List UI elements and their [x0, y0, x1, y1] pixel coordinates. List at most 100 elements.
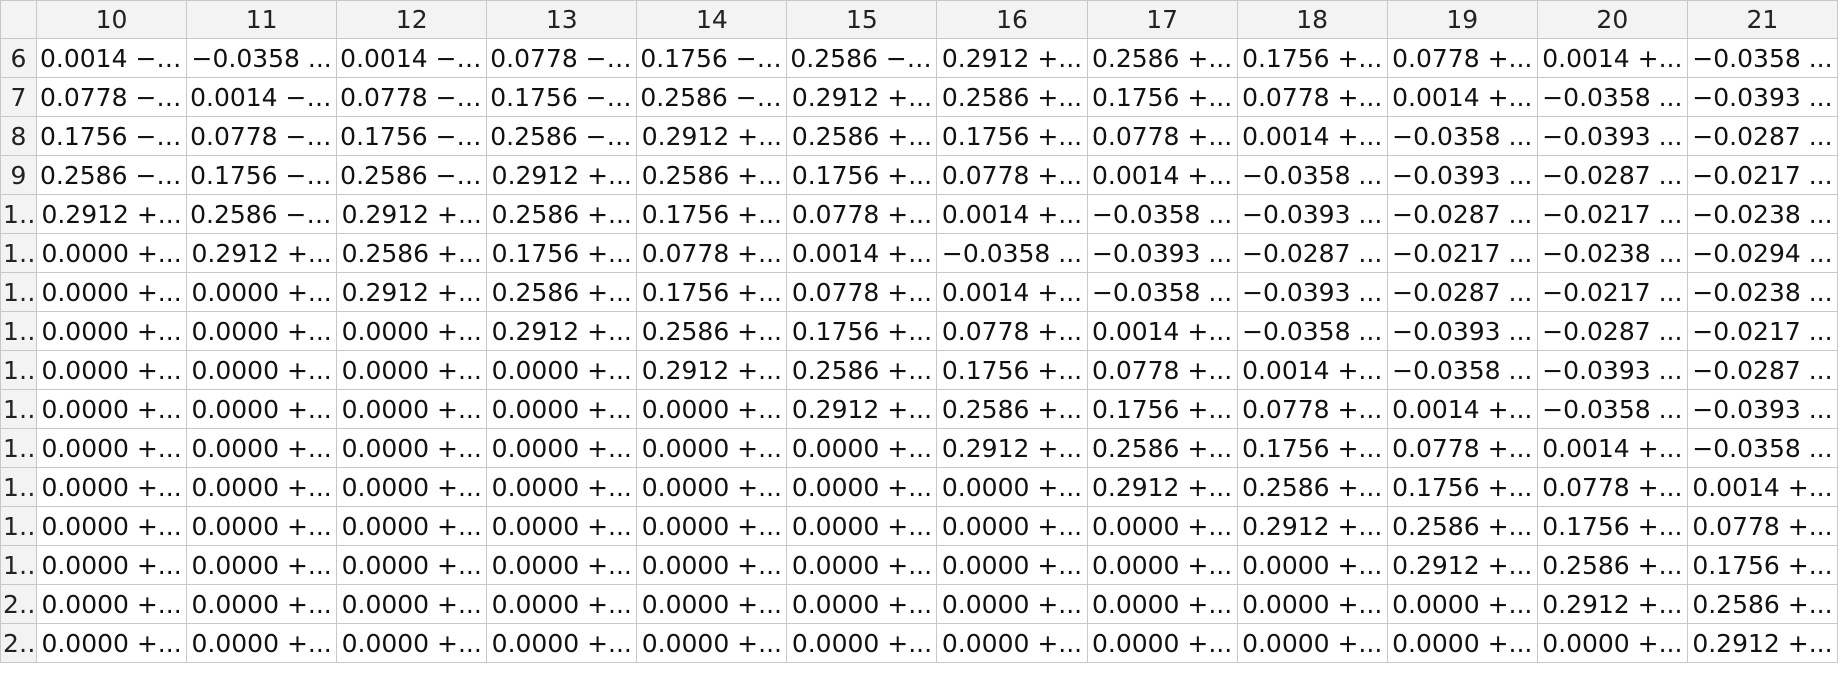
table-cell[interactable]: 0.1756 +... — [786, 311, 938, 351]
table-cell[interactable]: 0.0000 +... — [186, 467, 338, 507]
table-cell[interactable]: 0.0014 +... — [936, 272, 1088, 312]
table-cell[interactable]: 0.0000 +... — [786, 545, 938, 585]
table-cell[interactable]: 0.1756 +... — [636, 194, 788, 234]
table-cell[interactable]: 0.0000 +... — [186, 350, 338, 390]
table-cell[interactable]: 0.0000 +... — [936, 506, 1088, 546]
table-cell[interactable]: 0.0778 +... — [1236, 77, 1388, 117]
table-cell[interactable]: −0.0238 ... — [1686, 272, 1838, 312]
column-header[interactable]: 18 — [1236, 0, 1388, 39]
table-cell[interactable]: 0.2586 +... — [1086, 428, 1238, 468]
table-cell[interactable]: −0.0358 ... — [1386, 116, 1538, 156]
table-cell[interactable]: 0.2586 +... — [1686, 584, 1838, 624]
table-cell[interactable]: 0.2586 +... — [636, 155, 788, 195]
table-cell[interactable]: 0.0778 +... — [936, 311, 1088, 351]
table-cell[interactable]: 0.2586 +... — [336, 233, 488, 273]
table-cell[interactable]: −0.0287 ... — [1536, 155, 1688, 195]
table-cell[interactable]: 0.0000 +... — [36, 467, 188, 507]
table-cell[interactable]: 0.0000 +... — [336, 467, 488, 507]
table-cell[interactable]: 0.2586 +... — [1386, 506, 1538, 546]
table-cell[interactable]: 0.2586 − ... — [636, 77, 788, 117]
table-cell[interactable]: 0.0000 +... — [336, 506, 488, 546]
table-cell[interactable]: 0.1756 +... — [1086, 77, 1238, 117]
table-cell[interactable]: 0.0000 +... — [36, 584, 188, 624]
table-cell[interactable]: 0.0000 +... — [636, 506, 788, 546]
table-cell[interactable]: 0.0000 +... — [786, 584, 938, 624]
table-cell[interactable]: 0.1756 +... — [1536, 506, 1688, 546]
column-header[interactable]: 13 — [486, 0, 638, 39]
table-cell[interactable]: 0.2586 +... — [1536, 545, 1688, 585]
table-cell[interactable]: 0.0000 +... — [186, 623, 338, 663]
table-cell[interactable]: 0.1756 − ... — [486, 77, 638, 117]
table-cell[interactable]: 0.0778 +... — [1086, 350, 1238, 390]
table-cell[interactable]: 0.0000 +... — [786, 623, 938, 663]
table-cell[interactable]: 0.0000 +... — [486, 350, 638, 390]
table-cell[interactable]: 0.0000 +... — [36, 350, 188, 390]
table-cell[interactable]: 0.2912 +... — [336, 272, 488, 312]
row-header[interactable]: 7 — [0, 77, 38, 117]
table-cell[interactable]: 0.0000 +... — [336, 584, 488, 624]
table-cell[interactable]: 0.0778 +... — [786, 272, 938, 312]
column-header[interactable]: 20 — [1536, 0, 1688, 39]
row-header[interactable]: 13 — [0, 311, 38, 351]
column-header[interactable]: 10 — [36, 0, 188, 39]
table-cell[interactable]: 0.2586 +... — [486, 194, 638, 234]
table-cell[interactable]: 0.2912 +... — [1536, 584, 1688, 624]
table-cell[interactable]: −0.0358 ... — [1236, 155, 1388, 195]
table-cell[interactable]: −0.0358 ... — [1386, 350, 1538, 390]
table-cell[interactable]: 0.0000 +... — [1536, 623, 1688, 663]
table-cell[interactable]: 0.0778 +... — [1386, 428, 1538, 468]
table-cell[interactable]: 0.0000 +... — [36, 506, 188, 546]
table-cell[interactable]: 0.0000 +... — [1386, 623, 1538, 663]
table-cell[interactable]: −0.0287 ... — [1536, 311, 1688, 351]
table-cell[interactable]: 0.2586 +... — [1236, 467, 1388, 507]
table-cell[interactable]: −0.0217 ... — [1536, 272, 1688, 312]
row-header[interactable]: 19 — [0, 545, 38, 585]
column-header[interactable]: 16 — [936, 0, 1088, 39]
table-cell[interactable]: 0.0014 +... — [1236, 116, 1388, 156]
table-cell[interactable]: −0.0393 ... — [1386, 311, 1538, 351]
table-cell[interactable]: 0.0014 +... — [1086, 311, 1238, 351]
table-cell[interactable]: 0.1756 +... — [1086, 389, 1238, 429]
table-cell[interactable]: −0.0287 ... — [1236, 233, 1388, 273]
row-header[interactable]: 15 — [0, 389, 38, 429]
table-cell[interactable]: −0.0358 ... — [1686, 38, 1838, 78]
table-cell[interactable]: 0.0000 +... — [336, 428, 488, 468]
table-cell[interactable]: 0.0778 +... — [936, 155, 1088, 195]
table-cell[interactable]: 0.0000 +... — [486, 545, 638, 585]
table-cell[interactable]: −0.0358 ... — [1536, 389, 1688, 429]
table-cell[interactable]: 0.0000 +... — [1086, 584, 1238, 624]
table-cell[interactable]: 0.2586 +... — [636, 311, 788, 351]
table-cell[interactable]: −0.0393 ... — [1536, 116, 1688, 156]
table-cell[interactable]: 0.2912 +... — [636, 350, 788, 390]
table-cell[interactable]: 0.0778 +... — [1686, 506, 1838, 546]
table-cell[interactable]: 0.0000 +... — [336, 545, 488, 585]
table-cell[interactable]: −0.0393 ... — [1236, 272, 1388, 312]
table-cell[interactable]: 0.1756 +... — [936, 350, 1088, 390]
table-cell[interactable]: −0.0393 ... — [1236, 194, 1388, 234]
table-cell[interactable]: −0.0393 ... — [1686, 77, 1838, 117]
table-cell[interactable]: 0.0000 +... — [36, 272, 188, 312]
table-cell[interactable]: 0.0014 +... — [1386, 77, 1538, 117]
table-cell[interactable]: 0.0000 +... — [36, 311, 188, 351]
table-cell[interactable]: −0.0358 ... — [1536, 77, 1688, 117]
table-cell[interactable]: 0.0000 +... — [486, 506, 638, 546]
table-cell[interactable]: 0.0000 +... — [486, 389, 638, 429]
table-cell[interactable]: 0.0014 − ... — [36, 38, 188, 78]
row-header[interactable]: 11 — [0, 233, 38, 273]
row-header[interactable]: 16 — [0, 428, 38, 468]
table-cell[interactable]: 0.0000 +... — [186, 584, 338, 624]
table-cell[interactable]: 0.2586 +... — [786, 116, 938, 156]
table-cell[interactable]: 0.0014 +... — [786, 233, 938, 273]
table-cell[interactable]: 0.0000 +... — [636, 389, 788, 429]
table-cell[interactable]: −0.0287 ... — [1686, 350, 1838, 390]
table-cell[interactable]: 0.0014 +... — [1536, 38, 1688, 78]
table-cell[interactable]: 0.0778 +... — [1086, 116, 1238, 156]
column-header[interactable]: 17 — [1086, 0, 1238, 39]
table-cell[interactable]: 0.0778 − ... — [36, 77, 188, 117]
table-cell[interactable]: −0.0358 ... — [1086, 272, 1238, 312]
table-cell[interactable]: 0.0000 +... — [186, 506, 338, 546]
table-cell[interactable]: 0.2912 +... — [1236, 506, 1388, 546]
table-cell[interactable]: 0.0000 +... — [936, 584, 1088, 624]
table-cell[interactable]: 0.0000 +... — [636, 428, 788, 468]
